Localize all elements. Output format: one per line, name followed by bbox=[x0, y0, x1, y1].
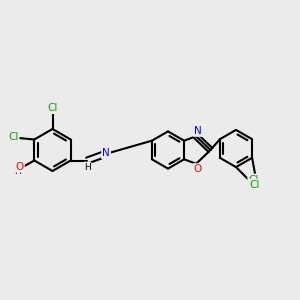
Text: Cl: Cl bbox=[248, 175, 259, 185]
Text: O: O bbox=[16, 161, 24, 172]
Text: N: N bbox=[194, 126, 202, 136]
Text: H: H bbox=[14, 167, 21, 176]
Text: H: H bbox=[84, 163, 91, 172]
Text: Cl: Cl bbox=[47, 103, 58, 113]
Text: O: O bbox=[194, 164, 202, 174]
Text: Cl: Cl bbox=[8, 131, 19, 142]
Text: N: N bbox=[102, 148, 110, 158]
Text: Cl: Cl bbox=[250, 180, 260, 190]
